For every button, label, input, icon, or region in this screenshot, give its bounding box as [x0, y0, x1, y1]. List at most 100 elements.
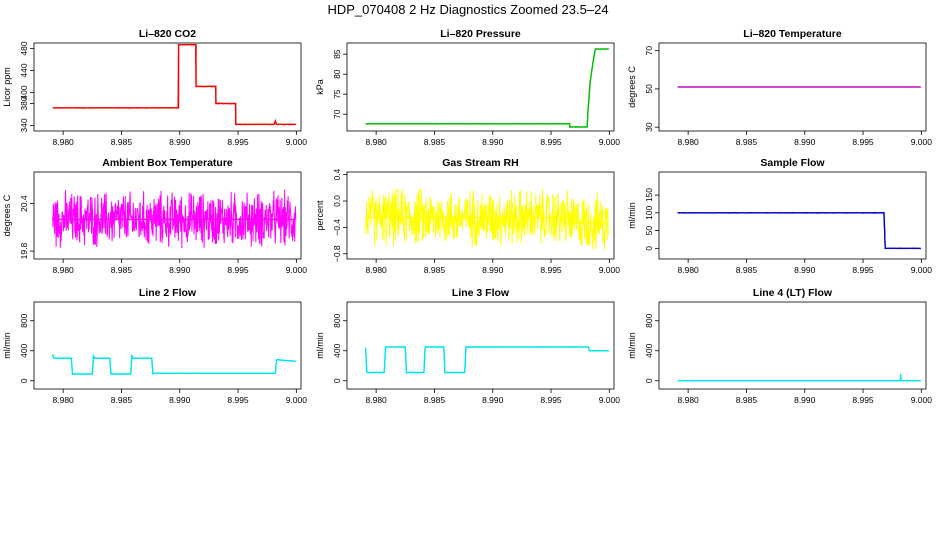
y-tick-label: 85: [332, 49, 342, 59]
x-tick-label: 8.990: [482, 395, 504, 405]
y-axis-label: kPa: [315, 79, 325, 95]
plot-frame: [658, 171, 927, 260]
x-tick-label: 8.995: [540, 395, 562, 405]
y-axis-label: ml/min: [627, 202, 637, 229]
x-tick-label: 8.985: [111, 137, 133, 147]
y-axis-label: degrees C: [627, 66, 637, 108]
series-line: [52, 189, 297, 249]
x-tick-label: 8.990: [482, 265, 504, 275]
plot-frame: [33, 301, 302, 390]
y-tick-label: 50: [644, 84, 654, 94]
series-line: [52, 43, 297, 126]
chart-title: Line 2 Flow: [139, 287, 197, 299]
y-tick-label: 75: [332, 89, 342, 99]
x-tick-label: 8.980: [366, 265, 388, 275]
figure-title: HDP_070408 2 Hz Diagnostics Zoomed 23.5–…: [327, 2, 609, 17]
y-tick-label: 0.4: [332, 168, 342, 180]
y-tick-label: 380: [19, 96, 29, 110]
chart-title: Line 4 (LT) Flow: [753, 287, 833, 299]
plot-frame: [658, 301, 927, 390]
x-tick-label: 8.985: [111, 395, 133, 405]
x-tick-label: 8.990: [169, 137, 191, 147]
chart-title: Li–820 Temperature: [743, 28, 842, 40]
series-line: [52, 353, 296, 376]
x-tick-label: 8.980: [53, 137, 75, 147]
y-tick-label: 30: [644, 122, 654, 132]
y-tick-label: 480: [19, 41, 29, 55]
x-tick-label: 8.990: [794, 137, 816, 147]
x-tick-label: 8.990: [794, 395, 816, 405]
y-tick-label: 0: [644, 246, 654, 251]
x-tick-label: 8.995: [227, 395, 249, 405]
x-tick-label: 8.995: [227, 137, 249, 147]
x-tick-label: 8.980: [53, 395, 75, 405]
plot-frame: [346, 42, 615, 132]
y-tick-label: 400: [19, 85, 29, 99]
chart-panel-1: Li–820 Pressure kPa 70 75 80 85 8.980 8.985 8.99…: [315, 28, 620, 147]
y-tick-label: 50: [644, 226, 654, 236]
y-axis-label: ml/min: [2, 332, 12, 359]
chart-panel-2: Li–820 Temperature degrees C 30 50 70 8.980 8.…: [627, 28, 932, 147]
y-tick-label: 440: [19, 63, 29, 77]
y-tick-label: 0: [644, 378, 654, 383]
y-tick-label: 70: [332, 109, 342, 119]
x-tick-label: 8.980: [678, 265, 700, 275]
series-step-outline: [365, 346, 609, 374]
series-step-outline: [52, 353, 296, 375]
y-tick-label: −0.4: [332, 219, 342, 236]
x-tick-label: 9.000: [599, 137, 621, 147]
x-tick-label: 8.985: [111, 265, 133, 275]
x-tick-label: 8.995: [852, 265, 874, 275]
series-line: [365, 188, 610, 250]
x-tick-label: 8.980: [53, 265, 75, 275]
x-tick-label: 8.990: [794, 265, 816, 275]
y-tick-label: 0: [332, 378, 342, 383]
x-tick-label: 8.995: [227, 265, 249, 275]
y-tick-label: 340: [19, 118, 29, 132]
x-tick-label: 9.000: [911, 137, 933, 147]
chart-panel-6: Line 2 Flow ml/min 0 400 800 8.980 8.985 8.990 8…: [2, 287, 307, 405]
plot-frame: [33, 42, 302, 132]
x-tick-label: 9.000: [911, 265, 933, 275]
x-tick-label: 8.990: [169, 265, 191, 275]
chart-title: Li–820 CO2: [139, 28, 196, 40]
y-tick-label: 0.0: [332, 195, 342, 207]
chart-title: Ambient Box Temperature: [102, 157, 233, 169]
x-tick-label: 8.980: [678, 395, 700, 405]
chart-title: Sample Flow: [760, 157, 825, 169]
y-tick-label: 20.4: [19, 195, 29, 212]
y-axis-label: ml/min: [627, 332, 637, 359]
x-tick-label: 8.985: [736, 265, 758, 275]
y-tick-label: 19.8: [19, 243, 29, 260]
chart-title: Gas Stream RH: [442, 157, 518, 169]
x-tick-label: 8.995: [540, 265, 562, 275]
x-tick-label: 8.985: [736, 137, 758, 147]
x-tick-label: 8.985: [424, 395, 446, 405]
y-tick-label: 400: [332, 343, 342, 357]
plot-frame: [346, 171, 615, 260]
y-tick-label: 100: [644, 205, 654, 219]
series-step-outline: [52, 44, 296, 126]
y-tick-label: 400: [644, 343, 654, 357]
x-tick-label: 9.000: [599, 395, 621, 405]
x-tick-label: 8.995: [540, 137, 562, 147]
x-tick-label: 8.980: [678, 137, 700, 147]
x-tick-label: 8.995: [852, 137, 874, 147]
y-tick-label: 400: [19, 343, 29, 357]
chart-panel-7: Line 3 Flow ml/min 0 400 800 8.980 8.985 8.990 8…: [315, 287, 620, 405]
y-tick-label: 800: [332, 313, 342, 327]
series-step-outline: [677, 212, 921, 249]
chart-panel-4: Gas Stream RH percent −0.8 −0.4 0.0 0.4 8.980 8…: [315, 157, 620, 275]
x-tick-label: 8.985: [424, 137, 446, 147]
x-tick-label: 8.990: [169, 395, 191, 405]
x-tick-label: 8.995: [852, 395, 874, 405]
x-tick-label: 9.000: [599, 265, 621, 275]
plot-frame: [658, 42, 927, 132]
y-axis-label: Licor ppm: [2, 67, 12, 107]
y-axis-label: ml/min: [315, 332, 325, 359]
chart-panel-3: Ambient Box Temperature degrees C 19.8 20.4…: [2, 157, 307, 275]
y-tick-label: 800: [644, 313, 654, 327]
chart-title: Li–820 Pressure: [440, 28, 521, 40]
y-tick-label: 150: [644, 188, 654, 202]
